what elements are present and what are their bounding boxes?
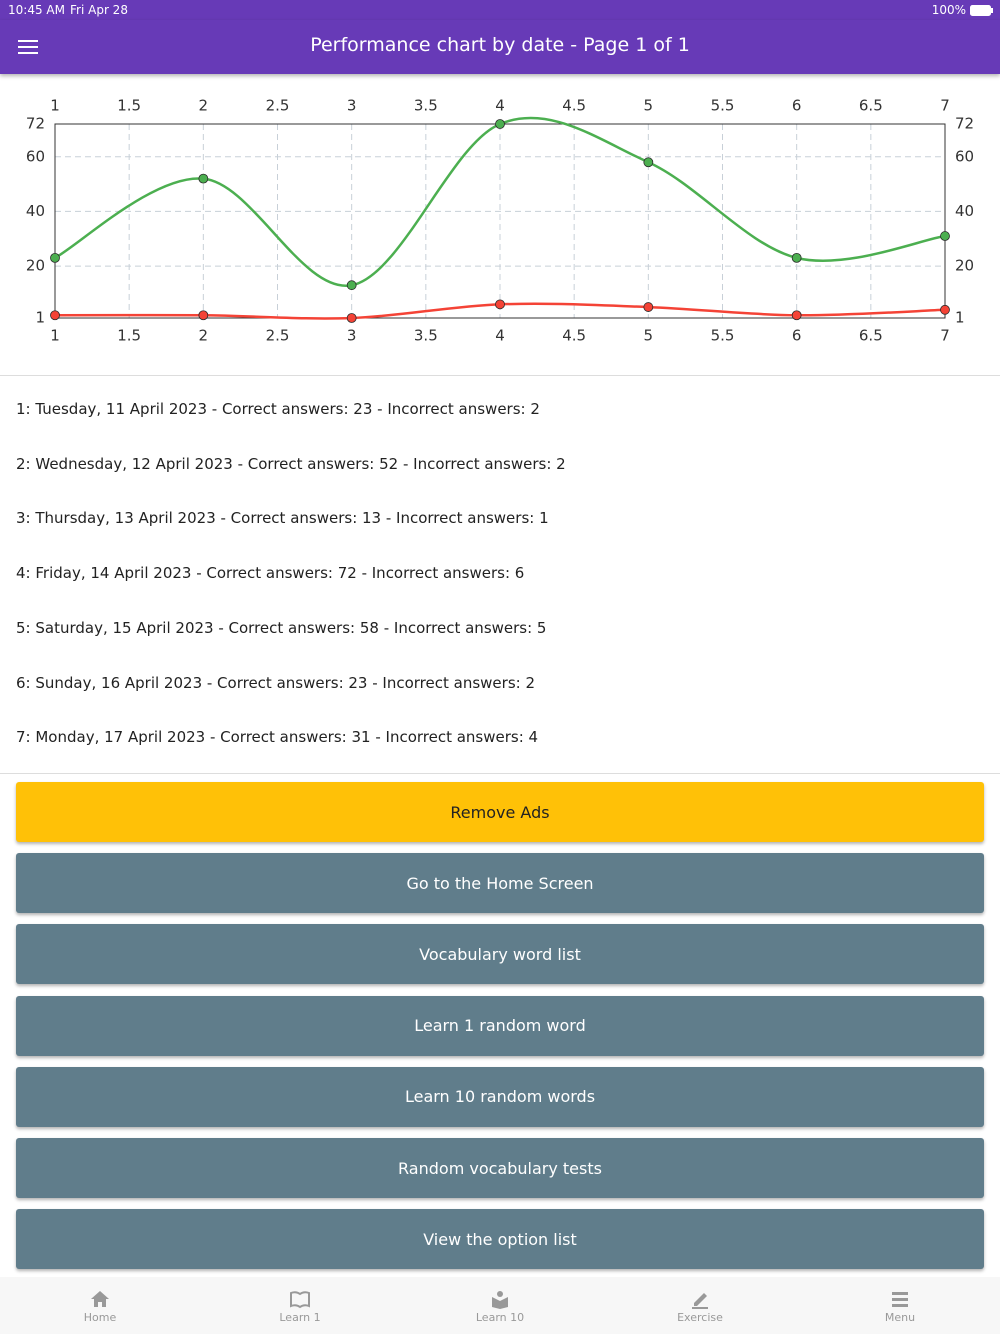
x-tick-label: 6 <box>792 97 802 115</box>
x-tick-label: 6 <box>792 327 802 345</box>
action-button[interactable]: Go to the Home Screen <box>16 853 984 914</box>
data-point <box>643 157 654 168</box>
entry-text: 4: Friday, 14 April 2023 - Correct answe… <box>16 564 525 583</box>
nav-label: Menu <box>884 1311 916 1324</box>
nav-item[interactable]: Learn 1 <box>200 1277 400 1334</box>
nav-label: Exercise <box>677 1311 723 1324</box>
data-point <box>198 310 209 321</box>
x-tick-label: 4 <box>495 327 505 345</box>
nav-item[interactable]: Menu <box>800 1277 1000 1334</box>
data-point <box>940 231 950 241</box>
nav-label: Learn 1 <box>279 1311 321 1324</box>
x-tick-label: 3.5 <box>414 327 438 345</box>
x-tick-label: 1 <box>50 327 60 345</box>
time: 10:45 AM <box>8 3 65 17</box>
entry-text: 5: Saturday, 15 April 2023 - Correct ans… <box>16 618 547 637</box>
y-tick-label: 1 <box>955 309 965 327</box>
nav-icon <box>492 1291 508 1309</box>
x-tick-label: 6.5 <box>859 327 883 345</box>
nav-label: Learn 10 <box>475 1311 525 1324</box>
x-tick-label: 7 <box>940 327 950 345</box>
data-point <box>495 119 505 129</box>
x-tick-label: 3 <box>347 97 357 115</box>
separator <box>0 375 1000 376</box>
data-point <box>791 252 802 263</box>
action-button[interactable]: Random vocabulary tests <box>16 1138 984 1198</box>
y-tick-label: 60 <box>26 147 45 165</box>
action-button[interactable]: Learn 1 random word <box>16 995 984 1056</box>
page-title: Performance chart by date - Page 1 of 1 <box>310 34 690 56</box>
data-point <box>198 173 209 184</box>
series-line <box>54 116 946 287</box>
data-point <box>940 304 950 315</box>
data-point <box>50 252 60 263</box>
x-tick-label: 1.5 <box>117 97 141 115</box>
battery-icon <box>970 5 993 16</box>
x-tick-label: 5.5 <box>711 327 735 345</box>
battery-level: 100% <box>931 3 966 17</box>
x-tick-label: 3 <box>347 327 357 345</box>
y-tick-label: 20 <box>26 257 45 275</box>
nav-label: Home <box>83 1311 117 1324</box>
nav-item[interactable]: Learn 10 <box>400 1277 600 1334</box>
nav-icon <box>692 1293 708 1309</box>
separator <box>0 773 1000 774</box>
remove-ads-button[interactable]: Remove Ads <box>16 782 984 842</box>
x-tick-label: 5.5 <box>711 97 735 115</box>
action-button[interactable]: Learn 10 random words <box>16 1066 984 1127</box>
menu-button[interactable] <box>18 40 38 54</box>
nav-icon <box>892 1292 908 1307</box>
y-tick-label: 1 <box>35 309 45 327</box>
data-point <box>346 313 357 323</box>
nav-icon <box>290 1291 310 1309</box>
data-point <box>791 310 802 321</box>
nav-item[interactable]: Exercise <box>600 1277 800 1334</box>
data-point <box>50 310 60 321</box>
entry-text: 1: Tuesday, 11 April 2023 - Correct answ… <box>16 400 540 418</box>
entry-text: 2: Wednesday, 12 April 2023 - Correct an… <box>16 454 566 473</box>
nav-item[interactable]: Home <box>0 1277 200 1334</box>
x-tick-label: 5 <box>644 327 654 345</box>
x-tick-label: 1.5 <box>117 327 141 345</box>
x-tick-label: 7 <box>940 97 950 115</box>
nav-icon <box>91 1291 109 1307</box>
y-tick-label: 20 <box>955 257 974 275</box>
entry-text: 7: Monday, 17 April 2023 - Correct answe… <box>16 728 539 747</box>
y-tick-label: 60 <box>955 147 974 165</box>
bottom-nav: Home Learn 1 Learn 10 Exercise Menu <box>0 1277 1000 1334</box>
data-point <box>643 302 654 312</box>
x-tick-label: 1 <box>50 97 60 115</box>
x-tick-label: 3.5 <box>414 97 438 115</box>
app-bar: Performance chart by date - Page 1 of 1 <box>0 20 1000 74</box>
y-tick-label: 40 <box>955 202 974 220</box>
entry-text: 6: Sunday, 16 April 2023 - Correct answe… <box>16 673 536 692</box>
action-button[interactable]: Vocabulary word list <box>16 924 984 985</box>
y-tick-label: 40 <box>26 202 45 220</box>
x-tick-label: 2 <box>199 327 209 345</box>
data-point <box>346 280 357 291</box>
x-tick-label: 4.5 <box>562 327 586 345</box>
date: Fri Apr 28 <box>70 3 128 17</box>
x-tick-label: 4.5 <box>562 97 586 115</box>
x-tick-label: 2.5 <box>266 327 290 345</box>
y-tick-label: 72 <box>955 115 974 133</box>
entry-text: 3: Thursday, 13 April 2023 - Correct ans… <box>16 509 549 528</box>
action-button[interactable]: View the option list <box>16 1209 984 1270</box>
x-tick-label: 4 <box>495 97 505 115</box>
y-tick-label: 72 <box>26 115 45 133</box>
x-tick-label: 5 <box>644 97 654 115</box>
x-tick-label: 6.5 <box>859 97 883 115</box>
data-point <box>495 299 505 310</box>
status-bar: 10:45 AM Fri Apr 28 100% <box>0 0 1000 20</box>
x-tick-label: 2 <box>199 97 209 115</box>
chart: 111.51.5222.52.5333.53.5444.54.5555.55.5… <box>26 97 974 345</box>
x-tick-label: 2.5 <box>266 97 290 115</box>
